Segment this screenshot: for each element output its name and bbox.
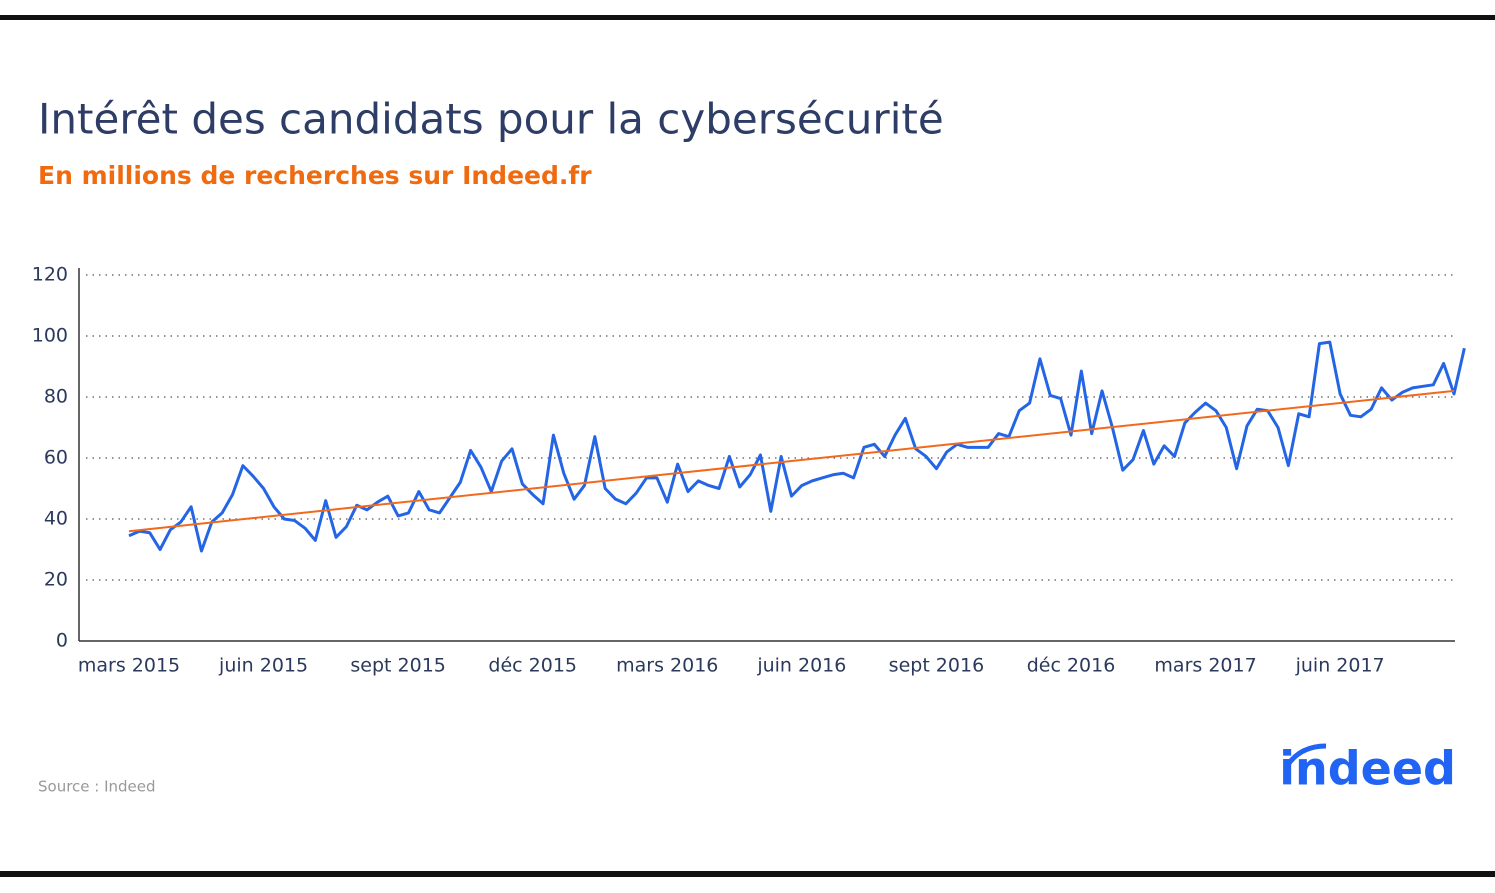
logo: indeed [1279, 742, 1456, 796]
x-tick-label: déc 2015 [488, 655, 577, 677]
trend-line [128, 389, 1455, 533]
y-tick-label: 100 [32, 325, 68, 347]
y-tick-label: 120 [32, 264, 68, 286]
x-tick-label: sept 2016 [889, 655, 985, 677]
x-tick-label: sept 2015 [350, 655, 446, 677]
logo-arc [1284, 743, 1327, 768]
x-tick-label: juin 2016 [756, 655, 846, 677]
y-tick-label: 20 [44, 569, 68, 591]
data-line [128, 340, 1466, 553]
y-tick-label: 80 [44, 386, 68, 408]
y-tick-label: 40 [44, 508, 68, 530]
chart-subtitle: En millions de recherches sur Indeed.fr [38, 161, 592, 190]
top-rule [0, 15, 1495, 20]
x-tick-label: juin 2015 [218, 655, 308, 677]
bottom-rule [0, 871, 1495, 877]
y-tick-label: 60 [44, 447, 68, 469]
y-tick-label: 0 [56, 630, 68, 652]
x-tick-label: juin 2017 [1295, 655, 1385, 677]
x-tick-label: mars 2017 [1154, 655, 1256, 677]
x-tick-label: déc 2016 [1027, 655, 1116, 677]
x-tick-label: mars 2016 [616, 655, 718, 677]
chart-title: Intérêt des candidats pour la cybersécur… [38, 95, 944, 144]
x-tick-label: mars 2015 [78, 655, 180, 677]
source: Source : Indeed [38, 778, 156, 796]
